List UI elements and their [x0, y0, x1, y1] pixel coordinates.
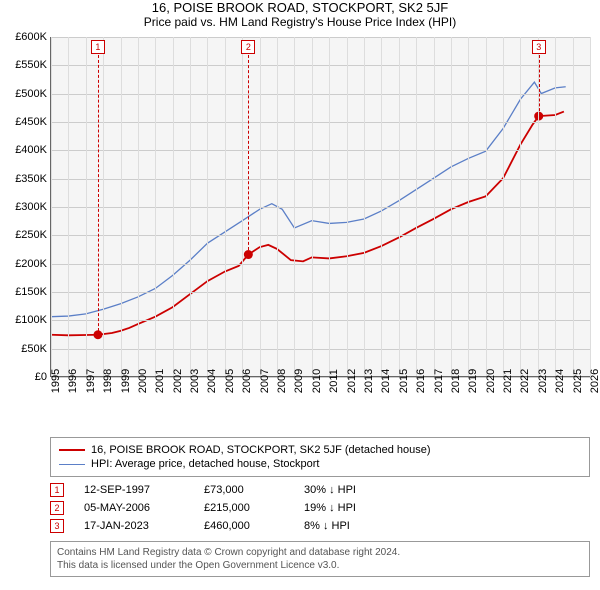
marker-box-2: 2 [241, 40, 255, 54]
marker-box-1: 1 [91, 40, 105, 54]
xtick-label: 2025 [568, 369, 584, 393]
event-row: 1 12-SEP-1997 £73,000 30% ↓ HPI [50, 483, 590, 497]
gridline-h [51, 207, 590, 208]
event-price: £215,000 [204, 502, 284, 514]
events-table: 1 12-SEP-1997 £73,000 30% ↓ HPI 2 05-MAY-2006… [50, 483, 590, 533]
xtick-label: 2011 [324, 369, 340, 393]
xtick-label: 2010 [307, 369, 323, 393]
footnote-line2: This data is licensed under the Open Gov… [57, 559, 583, 572]
ytick-label: £600K [15, 31, 51, 43]
xtick-label: 2016 [411, 369, 427, 393]
marker-box-3: 3 [532, 40, 546, 54]
xtick-label: 2019 [463, 369, 479, 393]
xtick-label: 2013 [359, 369, 375, 393]
legend-swatch [59, 449, 85, 451]
legend-label: 16, POISE BROOK ROAD, STOCKPORT, SK2 5JF… [91, 444, 431, 456]
gridline-h [51, 292, 590, 293]
xtick-label: 1995 [46, 369, 62, 393]
gridline-h [51, 122, 590, 123]
event-num: 2 [50, 501, 64, 515]
event-price: £73,000 [204, 484, 284, 496]
xtick-label: 1997 [81, 369, 97, 393]
event-num: 3 [50, 519, 64, 533]
xtick-label: 1998 [98, 369, 114, 393]
series-hpi [51, 82, 566, 317]
xtick-label: 1999 [116, 369, 132, 393]
plot-region: £0£50K£100K£150K£200K£250K£300K£350K£400… [50, 37, 590, 377]
xtick-label: 2026 [585, 369, 600, 393]
ytick-label: £450K [15, 116, 51, 128]
chart-area: £0£50K£100K£150K£200K£250K£300K£350K£400… [50, 37, 590, 407]
ytick-label: £300K [15, 201, 51, 213]
gridline-h [51, 179, 590, 180]
marker-vline [539, 55, 540, 116]
event-row: 2 05-MAY-2006 £215,000 19% ↓ HPI [50, 501, 590, 515]
event-price: £460,000 [204, 520, 284, 532]
legend-box: 16, POISE BROOK ROAD, STOCKPORT, SK2 5JF… [50, 437, 590, 477]
ytick-label: £550K [15, 59, 51, 71]
xtick-label: 2023 [533, 369, 549, 393]
chart-container: 16, POISE BROOK ROAD, STOCKPORT, SK2 5JF… [0, 0, 600, 590]
xtick-label: 2007 [255, 369, 271, 393]
chart-subtitle: Price paid vs. HM Land Registry's House … [0, 15, 600, 29]
xtick-label: 2018 [446, 369, 462, 393]
xtick-label: 2012 [342, 369, 358, 393]
ytick-label: £200K [15, 258, 51, 270]
xtick-label: 2000 [133, 369, 149, 393]
xtick-label: 2004 [202, 369, 218, 393]
ytick-label: £250K [15, 229, 51, 241]
gridline-h [51, 320, 590, 321]
gridline-h [51, 94, 590, 95]
event-date: 17-JAN-2023 [84, 520, 184, 532]
gridline-h [51, 150, 590, 151]
gridline-h [51, 349, 590, 350]
gridline-h [51, 65, 590, 66]
legend-label: HPI: Average price, detached house, Stoc… [91, 458, 320, 470]
gridline-h [51, 37, 590, 38]
xtick-label: 2017 [429, 369, 445, 393]
legend-row: HPI: Average price, detached house, Stoc… [59, 458, 581, 470]
xtick-label: 2009 [289, 369, 305, 393]
event-num: 1 [50, 483, 64, 497]
marker-vline [248, 55, 249, 255]
xtick-label: 2022 [515, 369, 531, 393]
legend-swatch [59, 464, 85, 465]
legend-row: 16, POISE BROOK ROAD, STOCKPORT, SK2 5JF… [59, 444, 581, 456]
ytick-label: £400K [15, 144, 51, 156]
footnote-line1: Contains HM Land Registry data © Crown c… [57, 546, 583, 559]
xtick-label: 2005 [220, 369, 236, 393]
xtick-label: 2008 [272, 369, 288, 393]
ytick-label: £50K [21, 343, 51, 355]
gridline-h [51, 235, 590, 236]
ytick-label: £350K [15, 173, 51, 185]
xtick-label: 2002 [168, 369, 184, 393]
event-diff: 19% ↓ HPI [304, 502, 404, 514]
xtick-label: 2015 [394, 369, 410, 393]
event-diff: 8% ↓ HPI [304, 520, 404, 532]
xtick-label: 2014 [376, 369, 392, 393]
event-row: 3 17-JAN-2023 £460,000 8% ↓ HPI [50, 519, 590, 533]
xtick-label: 2021 [498, 369, 514, 393]
footnote-box: Contains HM Land Registry data © Crown c… [50, 541, 590, 577]
xtick-label: 2006 [237, 369, 253, 393]
ytick-label: £100K [15, 314, 51, 326]
gridline-h [51, 264, 590, 265]
marker-vline [98, 55, 99, 336]
ytick-label: £150K [15, 286, 51, 298]
xtick-label: 1996 [63, 369, 79, 393]
xtick-label: 2024 [550, 369, 566, 393]
event-date: 12-SEP-1997 [84, 484, 184, 496]
xtick-label: 2020 [481, 369, 497, 393]
xtick-label: 2003 [185, 369, 201, 393]
event-diff: 30% ↓ HPI [304, 484, 404, 496]
event-date: 05-MAY-2006 [84, 502, 184, 514]
ytick-label: £500K [15, 88, 51, 100]
chart-title: 16, POISE BROOK ROAD, STOCKPORT, SK2 5JF [0, 0, 600, 15]
gridline-v [590, 37, 591, 376]
xtick-label: 2001 [150, 369, 166, 393]
series-property [51, 112, 564, 336]
